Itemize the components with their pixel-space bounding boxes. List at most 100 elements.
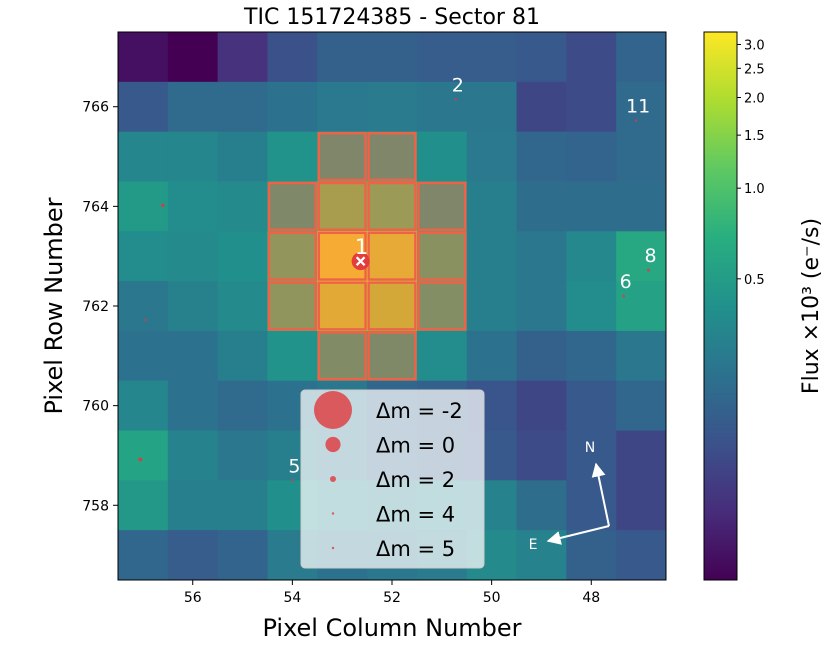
- colorbar-tick-label: 3.0: [744, 38, 765, 53]
- aperture-pixel: [417, 181, 467, 232]
- heatmap-cell: [616, 430, 666, 481]
- heatmap-cell: [516, 430, 567, 481]
- y-axis-ticks: 758 760 762 764 766: [82, 100, 118, 514]
- chart-title: TIC 151724385 - Sector 81: [243, 5, 540, 30]
- target-cross: [355, 256, 366, 266]
- heatmap-cell: [416, 231, 468, 282]
- legend: Δm = -2 Δm = 0 Δm = 2 Δm = 4 Δm = 5: [300, 389, 485, 569]
- heatmap-cell: [516, 380, 567, 432]
- heatmap-cell: [167, 181, 219, 232]
- heatmap-cell: [267, 281, 318, 332]
- y-axis-label: Pixel Row Number: [40, 197, 68, 414]
- compass-east-arrow: [546, 525, 610, 545]
- heatmap-cell: [616, 480, 666, 531]
- heatmap-cell: [317, 131, 368, 182]
- heatmap-cell: [466, 330, 518, 382]
- heatmap-cell: [367, 231, 418, 282]
- heatmap-cell: [416, 181, 468, 232]
- star-label: 5: [288, 455, 300, 477]
- heatmap-cell: [317, 330, 368, 382]
- heatmap-cell: [167, 81, 219, 133]
- heatmap-cell: [566, 430, 617, 481]
- heatmap-cell: [118, 81, 169, 133]
- compass: N E: [529, 440, 610, 553]
- aperture-pixel: [317, 131, 367, 182]
- colorbar-tick-label: 2.5: [744, 62, 765, 77]
- heatmap-cell: [466, 231, 518, 282]
- heatmap-cell: [616, 380, 666, 432]
- heatmap-cell: [466, 32, 518, 83]
- heatmap-cell: [367, 32, 418, 83]
- heatmap-cell: [267, 131, 318, 182]
- heatmap-cell: [566, 281, 617, 332]
- y-tick-label: 766: [82, 100, 109, 116]
- y-tick-label: 764: [82, 199, 109, 215]
- heatmap-cell: [516, 231, 567, 282]
- heatmap-cell: [516, 330, 567, 382]
- heatmap-cell: [367, 330, 418, 382]
- heatmap-cell: [566, 32, 617, 83]
- colorbar-tick-label: 2.0: [744, 92, 765, 107]
- heatmap-cell: [416, 330, 468, 382]
- colorbar-tick-label: 1.5: [744, 129, 765, 144]
- heatmap-cell: [616, 181, 666, 232]
- heatmap-cell: [466, 281, 518, 332]
- colorbar-gradient: [703, 31, 738, 581]
- heatmap-cell: [566, 231, 617, 282]
- colorbar-tick-label: 0.5: [744, 273, 765, 288]
- colorbar-ticks: 0.5 1.0 1.5 2.0 2.5 3.0: [737, 38, 765, 288]
- legend-label: Δm = 2: [376, 468, 455, 492]
- heatmap-cell: [217, 430, 268, 481]
- heatmap-cell: [167, 430, 219, 481]
- heatmap-cell: [167, 330, 219, 382]
- heatmap-cell: [118, 380, 169, 432]
- heatmap-cell: [167, 231, 219, 282]
- legend-label: Δm = 4: [376, 503, 455, 527]
- heatmap-cell: [616, 281, 666, 332]
- heatmap-cell: [217, 480, 268, 531]
- heatmap-cell: [118, 530, 169, 580]
- heatmap-cell: [367, 81, 418, 133]
- aperture-pixel: [317, 281, 367, 331]
- aperture-pixel: [367, 331, 417, 381]
- x-tick-label: 50: [483, 590, 501, 606]
- x-axis-label: Pixel Column Number: [262, 614, 521, 642]
- heatmap-cell: [566, 181, 617, 232]
- x-tick-label: 48: [582, 590, 600, 606]
- star-marker: [647, 268, 651, 272]
- heatmap-cell: [616, 530, 666, 580]
- legend-label: Δm = 0: [376, 434, 455, 458]
- heatmap-cell: [217, 81, 268, 133]
- aperture-pixel: [367, 181, 417, 232]
- heatmap-cell: [616, 32, 666, 83]
- legend-label: Δm = 5: [376, 537, 455, 561]
- heatmap-cell: [217, 181, 268, 232]
- x-axis-ticks: 56 54 52 50 48: [184, 580, 600, 606]
- heatmap-cell: [516, 480, 567, 531]
- heatmap-cell: [267, 81, 318, 133]
- heatmap-cell: [516, 81, 567, 133]
- heatmap-cell: [118, 32, 169, 83]
- heatmap-cell: [267, 181, 318, 232]
- colorbar: 0.5 1.0 1.5 2.0 2.5 3.0 Flux ×10³ (e⁻/s): [703, 31, 824, 581]
- legend-marker: [331, 512, 335, 515]
- aperture-pixel: [417, 281, 467, 331]
- heatmap-cell: [566, 530, 617, 580]
- heatmap-cell: [167, 480, 219, 531]
- heatmap-cell: [516, 181, 567, 232]
- aperture-pixel: [367, 281, 417, 331]
- heatmap-cell: [466, 181, 518, 232]
- compass-north-arrow: [591, 462, 610, 527]
- heatmap-cell: [317, 32, 368, 83]
- heatmap-cell: [616, 231, 666, 282]
- heatmap-cell: [566, 330, 617, 382]
- aperture-pixel: [267, 181, 318, 232]
- star-label: 6: [620, 271, 632, 293]
- x-tick-label: 52: [383, 590, 401, 606]
- heatmap-cell: [367, 281, 418, 332]
- aperture-pixel: [317, 331, 367, 381]
- y-tick-label: 762: [82, 299, 109, 315]
- star-marker: [161, 203, 165, 208]
- colorbar-label: Flux ×10³ (e⁻/s): [799, 218, 824, 394]
